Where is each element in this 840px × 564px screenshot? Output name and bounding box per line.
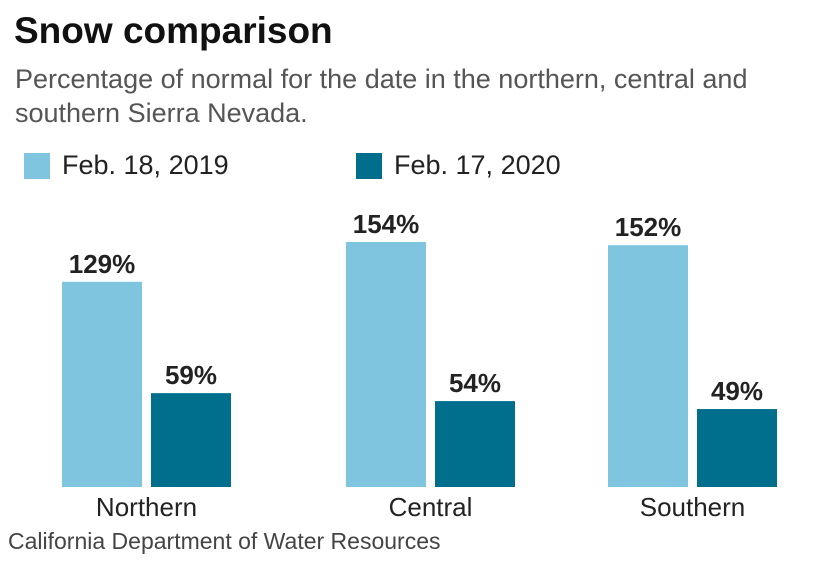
bar-southern-0 [608,245,688,487]
data-label: 129% [69,249,136,279]
data-label: 152% [615,212,682,242]
bar-northern-1 [151,393,231,487]
bar-northern-0 [62,281,142,487]
bar-central-1 [435,401,515,487]
category-label: Central [389,492,473,522]
data-label: 54% [449,368,501,398]
category-label: Southern [640,492,746,522]
legend-swatch-2019 [24,152,50,179]
source-credit: California Department of Water Resources [8,528,441,554]
legend-item-2020: Feb. 17, 2020 [356,150,561,181]
legend-label-2019: Feb. 18, 2019 [62,150,229,180]
legend-item-2019: Feb. 18, 2019 [24,150,229,181]
bar-central-0 [346,242,426,487]
data-label: 154% [353,209,420,239]
data-label: 59% [165,360,217,390]
chart-title: Snow comparison [14,10,333,51]
bar-southern-1 [697,409,777,487]
legend-label-2020: Feb. 17, 2020 [394,150,561,180]
legend-swatch-2020 [356,152,382,179]
data-label: 49% [711,376,763,406]
category-label: Northern [96,492,197,522]
chart-subtitle: Percentage of normal for the date in the… [15,64,748,128]
